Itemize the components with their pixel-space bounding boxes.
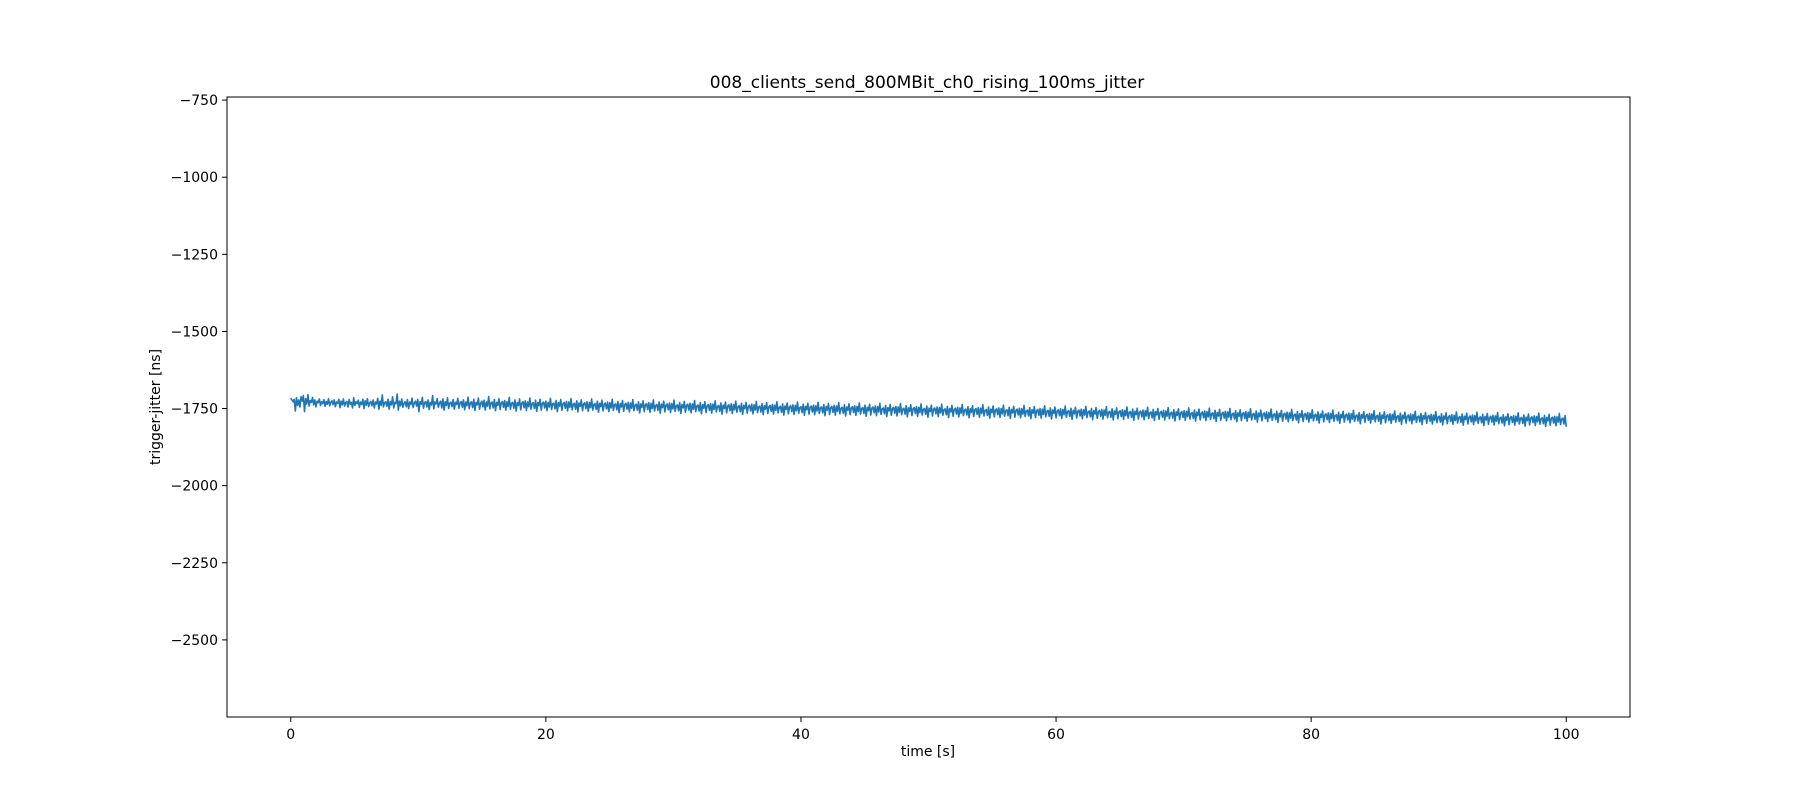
x-tick-label: 100 [1553,727,1580,743]
x-tick-label: 80 [1302,727,1320,743]
y-tick-label: −2500 [171,633,218,649]
y-axis-ticks: −750 −1000 −1250 −1500 −1750 −2000 −2250 −2500 [171,93,227,649]
series-line-0 [290,393,1568,428]
x-axis-ticks: 0 20 40 60 80 100 [286,717,1580,743]
y-axis-label: trigger-jitter [ns] [148,349,164,465]
y-tick-label: −2250 [171,556,218,572]
x-tick-label: 0 [286,727,295,743]
y-tick-label: −2000 [171,479,218,495]
plot-area-frame [226,96,1631,718]
x-tick-label: 60 [1047,727,1065,743]
y-tick-label: −1000 [171,170,218,186]
x-axis-label: time [s] [901,744,955,760]
chart-title: 008_clients_send_800MBit_ch0_rising_100m… [710,73,1144,93]
y-tick-label: −1250 [171,247,218,263]
y-tick-label: −750 [180,93,218,109]
y-tick-label: −1750 [171,402,218,418]
x-tick-label: 40 [792,727,810,743]
x-tick-label: 20 [537,727,555,743]
series-layer [290,393,1568,428]
y-tick-label: −1500 [171,324,218,340]
